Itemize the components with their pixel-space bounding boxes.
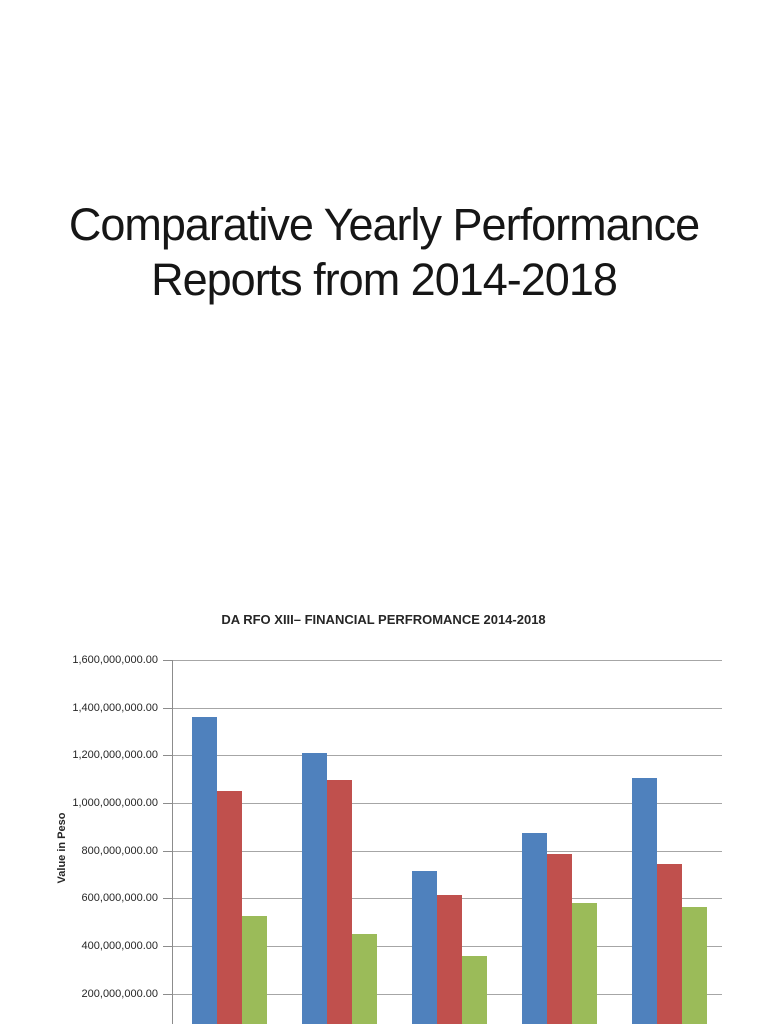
y-axis-tick: [163, 850, 172, 852]
gridline: [172, 755, 722, 757]
bar-2016-blue: [412, 871, 437, 1024]
y-axis-tick-label: 200,000,000.00: [81, 987, 158, 1000]
gridline: [172, 707, 722, 709]
bar-2017-red: [547, 854, 572, 1024]
y-axis-line: [172, 660, 173, 1024]
gridline: [172, 660, 722, 661]
y-axis-tick-label: 1,200,000,000.00: [72, 749, 158, 762]
y-axis-tick: [163, 660, 172, 661]
y-axis-tick-label: 400,000,000.00: [81, 940, 158, 953]
y-axis-tick-label: 1,400,000,000.00: [72, 701, 158, 714]
y-axis-tick: [163, 755, 172, 757]
y-axis-tick: [163, 946, 172, 948]
y-axis-tick-label: 600,000,000.00: [81, 892, 158, 905]
bar-2015-blue: [302, 753, 327, 1024]
gridline: [172, 803, 722, 805]
y-axis-tick: [163, 803, 172, 805]
y-axis-tick: [163, 993, 172, 995]
bar-2014-red: [217, 791, 242, 1024]
bar-2018-blue: [632, 778, 657, 1024]
y-axis-tick-label: 800,000,000.00: [81, 844, 158, 857]
gridline: [172, 850, 722, 852]
page-title-line1: Comparative Yearly Performance: [68, 199, 700, 250]
bar-2014-green: [242, 916, 267, 1024]
bar-2018-green: [682, 906, 707, 1024]
bar-2016-red: [437, 894, 462, 1024]
bar-2014-blue: [192, 717, 217, 1024]
page-title-line2: Reports from 2014-2018: [151, 254, 618, 305]
page-title: Comparative Yearly Performance Reports fr…: [0, 197, 768, 307]
bar-2016-green: [462, 955, 487, 1024]
bar-2017-green: [572, 903, 597, 1024]
y-axis-tick: [163, 707, 172, 709]
bar-2018-red: [657, 863, 682, 1024]
y-axis-tick: [163, 898, 172, 900]
chart-title: DA RFO XIII– FINANCIAL PERFROMANCE 2014-…: [221, 612, 546, 627]
bar-2017-blue: [522, 832, 547, 1024]
y-axis-tick-label: 1,000,000,000.00: [72, 797, 158, 810]
bar-2015-red: [327, 780, 352, 1024]
bar-2015-green: [352, 934, 377, 1024]
y-axis-tick-label: 1,600,000,000.00: [72, 654, 158, 666]
